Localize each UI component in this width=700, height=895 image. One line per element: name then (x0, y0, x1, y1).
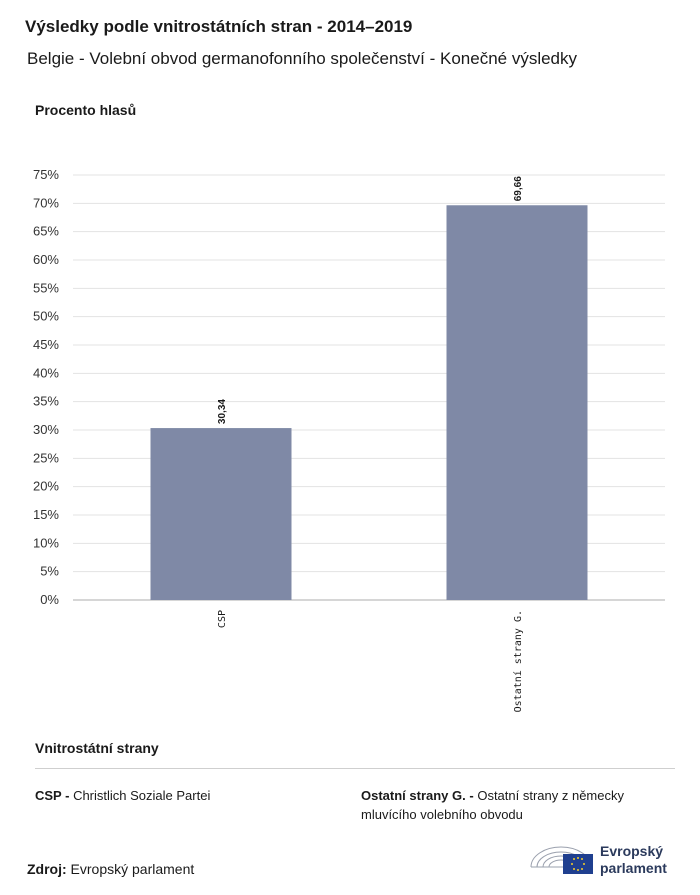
bar (446, 205, 588, 600)
logo-line1: Evropský (600, 843, 664, 859)
y-tick-label: 20% (33, 479, 59, 494)
x-tick-label: CSP (217, 610, 228, 628)
y-tick-label: 45% (33, 337, 59, 352)
legend-divider (35, 768, 675, 769)
source-value: Evropský parlament (70, 861, 195, 877)
logo-line2: parlament (600, 860, 667, 876)
data-label: 30,34 (217, 399, 228, 424)
bar (150, 428, 292, 600)
y-tick-label: 55% (33, 280, 59, 295)
source-label: Zdroj: (27, 861, 67, 877)
y-tick-label: 25% (33, 450, 59, 465)
legend-name: Ostatní strany z německy mluvícího voleb… (361, 788, 624, 822)
source-note: Zdroj: Evropský parlament (27, 861, 194, 877)
y-axis-label: Procento hlasů (35, 102, 137, 118)
legend-item-ostatni: Ostatní strany G. - Ostatní strany z něm… (361, 786, 661, 824)
y-tick-label: 35% (33, 394, 59, 409)
y-tick-label: 70% (33, 195, 59, 210)
legend-item-csp: CSP - Christlich Soziale Partei (35, 786, 335, 805)
legend-title: Vnitrostátní strany (35, 740, 159, 756)
legend-abbr: CSP - (35, 788, 70, 803)
european-parliament-wordmark: Evropský parlament (600, 843, 667, 877)
y-tick-label: 60% (33, 252, 59, 267)
y-tick-label: 50% (33, 309, 59, 324)
x-tick-label: Ostatní strany G. (512, 610, 524, 712)
legend-name: Christlich Soziale Partei (73, 788, 211, 803)
y-tick-label: 40% (33, 365, 59, 380)
data-label: 69,66 (513, 176, 524, 201)
european-parliament-logo (530, 846, 593, 874)
chart-subtitle: Belgie - Volební obvod germanofonního sp… (27, 49, 578, 68)
y-tick-label: 10% (33, 535, 59, 550)
y-tick-label: 0% (40, 592, 59, 607)
y-tick-label: 15% (33, 507, 59, 522)
y-tick-label: 30% (33, 422, 59, 437)
legend-abbr: Ostatní strany G. - (361, 788, 474, 803)
chart-title: Výsledky podle vnitrostátních stran - 20… (25, 17, 413, 36)
bar-chart: 0% 5% 10% 15% 20% 25% 30% 35% 40% 45% 50% 55% 60% 65%… (33, 167, 665, 712)
y-tick-label: 5% (40, 564, 59, 579)
y-tick-label: 65% (33, 224, 59, 239)
y-tick-label: 75% (33, 167, 59, 182)
